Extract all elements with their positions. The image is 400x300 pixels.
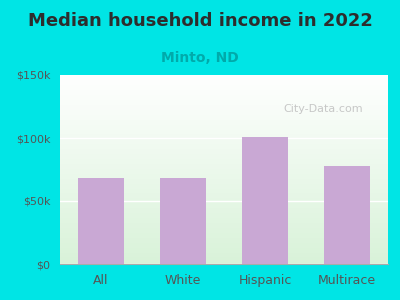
Text: Minto, ND: Minto, ND <box>161 51 239 65</box>
Bar <box>242 137 288 264</box>
Text: City-Data.com: City-Data.com <box>283 104 363 114</box>
Text: Median household income in 2022: Median household income in 2022 <box>28 12 372 30</box>
Bar <box>324 166 370 264</box>
Bar <box>160 178 206 264</box>
Bar <box>78 178 124 264</box>
